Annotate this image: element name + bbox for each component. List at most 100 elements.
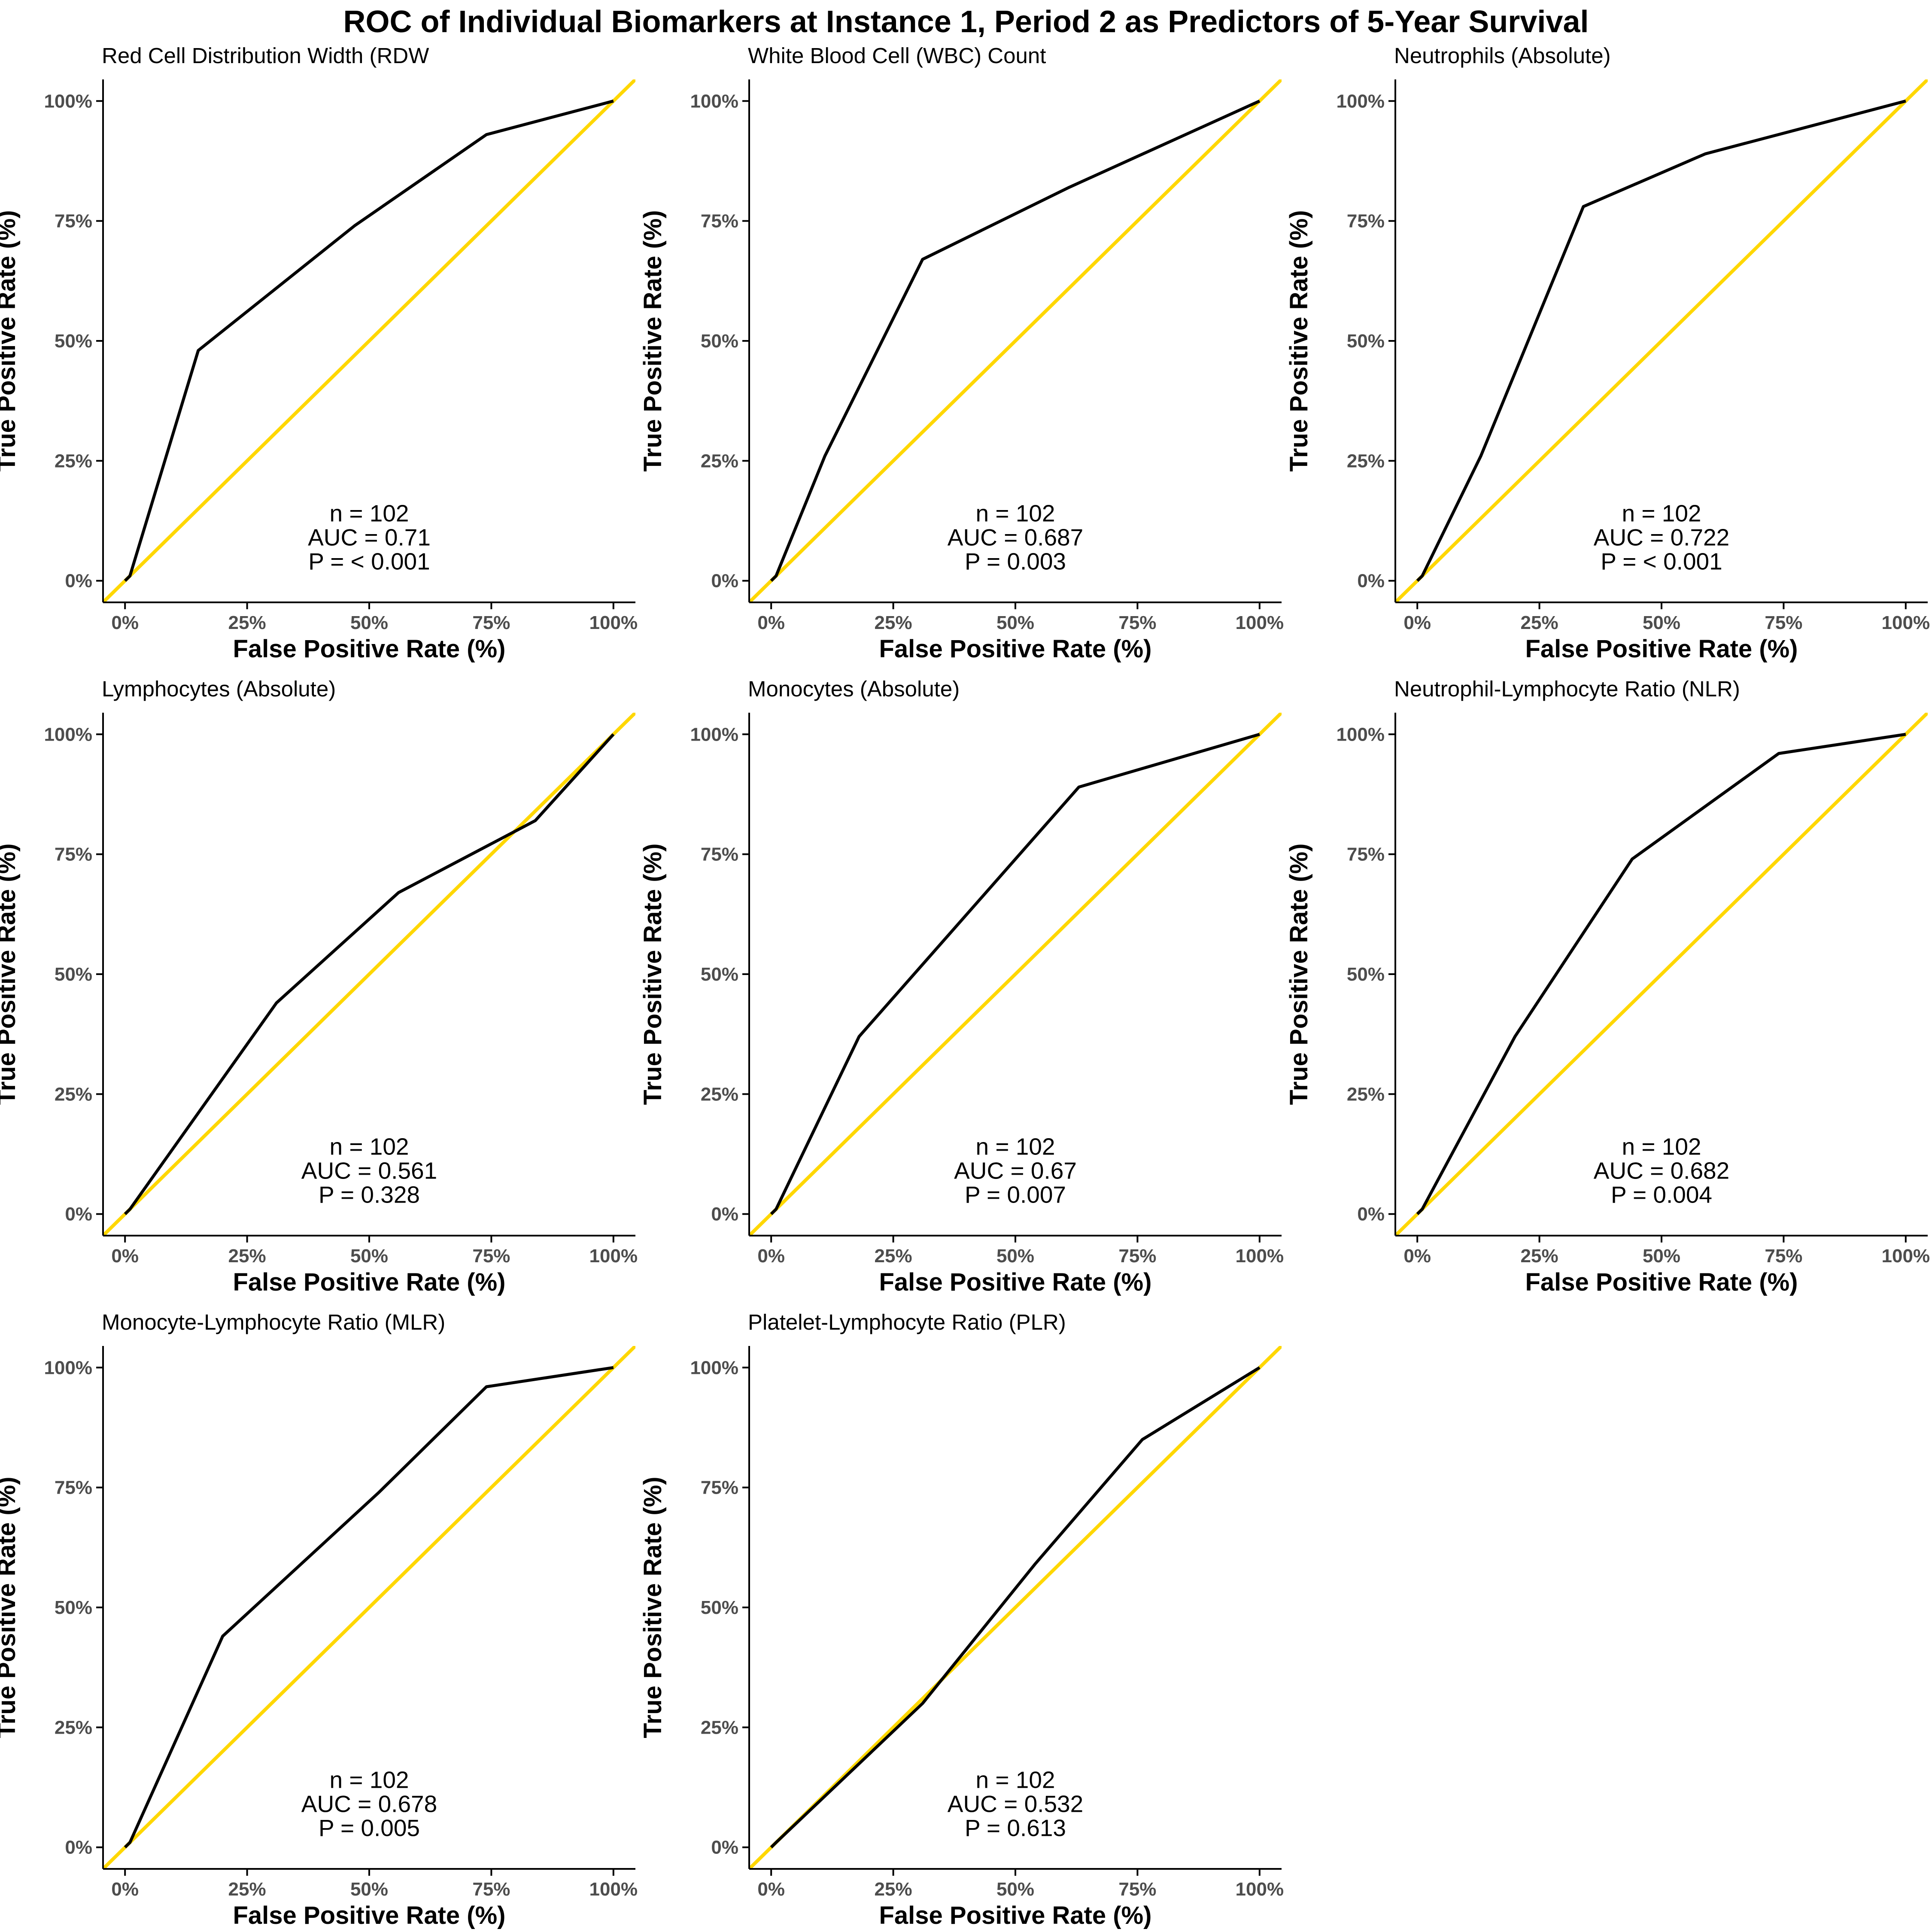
x-tick-label: 75% xyxy=(1765,1245,1802,1267)
roc-panel: Neutrophils (Absolute) 0% 0% 25% 25% 50% 50% 75… xyxy=(1285,43,1930,663)
x-axis-title: False Positive Rate (%) xyxy=(233,635,506,663)
x-tick-label: 75% xyxy=(472,1879,510,1900)
y-tick-label: 75% xyxy=(55,211,92,232)
roc-curve xyxy=(1416,732,1906,1215)
y-tick-label: 100% xyxy=(690,91,738,112)
y-tick-label: 25% xyxy=(55,1717,92,1738)
x-tick-label: 75% xyxy=(472,1245,510,1267)
x-tick-label: 50% xyxy=(996,1245,1034,1267)
y-tick-label: 0% xyxy=(65,571,92,592)
annotation-p: P = 0.005 xyxy=(319,1814,420,1841)
x-tick-label: 25% xyxy=(1521,1245,1558,1267)
annotation-n: n = 102 xyxy=(329,1133,409,1160)
annotation-auc: AUC = 0.722 xyxy=(1594,524,1729,550)
y-tick-label: 100% xyxy=(690,724,738,745)
y-tick-label: 0% xyxy=(711,1837,738,1858)
y-tick-label: 100% xyxy=(44,1357,92,1378)
x-tick-label: 25% xyxy=(228,1245,266,1267)
y-tick-label: 100% xyxy=(44,724,92,745)
y-tick-label: 0% xyxy=(65,1204,92,1225)
x-tick-label: 25% xyxy=(875,612,912,633)
annotation-auc: AUC = 0.687 xyxy=(948,524,1083,550)
panel-title: Monocytes (Absolute) xyxy=(748,677,960,701)
roc-curve xyxy=(124,99,614,582)
annotation-auc: AUC = 0.678 xyxy=(301,1790,437,1817)
annotation-n: n = 102 xyxy=(975,1133,1055,1160)
reference-line xyxy=(1395,713,1928,1236)
y-tick-label: 75% xyxy=(1347,844,1385,865)
y-tick-label: 0% xyxy=(711,1204,738,1225)
y-tick-label: 75% xyxy=(701,844,738,865)
y-tick-label: 50% xyxy=(55,964,92,985)
x-tick-label: 50% xyxy=(350,1879,388,1900)
roc-curve xyxy=(1416,99,1906,582)
reference-line xyxy=(1395,79,1928,602)
y-tick-label: 100% xyxy=(1336,91,1385,112)
y-axis-title: True Positive Rate (%) xyxy=(0,1476,21,1738)
x-axis-title: False Positive Rate (%) xyxy=(1525,1268,1798,1296)
x-tick-label: 100% xyxy=(1236,1245,1284,1267)
y-tick-label: 0% xyxy=(1357,1204,1385,1225)
x-tick-label: 100% xyxy=(1236,1879,1284,1900)
y-tick-label: 0% xyxy=(65,1837,92,1858)
y-axis-title: True Positive Rate (%) xyxy=(639,843,667,1105)
x-axis-title: False Positive Rate (%) xyxy=(233,1902,506,1929)
reference-line xyxy=(749,79,1282,602)
y-tick-label: 50% xyxy=(701,331,738,352)
y-tick-label: 75% xyxy=(55,1477,92,1498)
reference-line xyxy=(103,79,635,602)
reference-line xyxy=(103,1346,635,1869)
annotation-p: P = 0.003 xyxy=(965,548,1066,574)
annotation-n: n = 102 xyxy=(329,500,409,526)
y-tick-label: 25% xyxy=(701,450,738,471)
panel-title: White Blood Cell (WBC) Count xyxy=(748,43,1046,68)
x-axis-title: False Positive Rate (%) xyxy=(879,635,1152,663)
y-tick-label: 75% xyxy=(1347,211,1385,232)
y-tick-label: 25% xyxy=(55,1084,92,1105)
x-tick-label: 25% xyxy=(1521,612,1558,633)
roc-panel: Lymphocytes (Absolute) 0% 0% 25% 25% 50% 50% 75… xyxy=(0,677,638,1296)
x-tick-label: 50% xyxy=(1643,612,1680,633)
y-tick-label: 50% xyxy=(701,964,738,985)
x-tick-label: 50% xyxy=(996,1879,1034,1900)
x-tick-label: 100% xyxy=(1882,612,1930,633)
x-tick-label: 100% xyxy=(589,1879,638,1900)
roc-curve xyxy=(124,733,615,1215)
annotation-p: P = 0.007 xyxy=(965,1181,1066,1208)
y-tick-label: 100% xyxy=(1336,724,1385,745)
panel-title: Lymphocytes (Absolute) xyxy=(102,677,336,701)
y-tick-label: 0% xyxy=(711,571,738,592)
roc-panel: Monocyte-Lymphocyte Ratio (MLR) 0% 0% 25% 25… xyxy=(0,1310,638,1929)
annotation-p: P = < 0.001 xyxy=(308,548,430,574)
annotation-auc: AUC = 0.532 xyxy=(948,1790,1083,1817)
x-tick-label: 75% xyxy=(472,612,510,633)
x-tick-label: 50% xyxy=(350,1245,388,1267)
y-axis-title: True Positive Rate (%) xyxy=(0,210,21,471)
annotation-p: P = 0.328 xyxy=(319,1181,420,1208)
panels-grid: Red Cell Distribution Width (RDW 0% 0% 25% 2… xyxy=(0,43,1930,1929)
panel-title: Red Cell Distribution Width (RDW xyxy=(102,43,429,68)
x-tick-label: 50% xyxy=(996,612,1034,633)
x-tick-label: 100% xyxy=(589,1245,638,1267)
annotation-auc: AUC = 0.67 xyxy=(954,1157,1077,1184)
x-tick-label: 0% xyxy=(757,1245,785,1267)
x-tick-label: 75% xyxy=(1118,1245,1156,1267)
roc-curve xyxy=(770,732,1260,1215)
x-tick-label: 25% xyxy=(875,1245,912,1267)
y-tick-label: 25% xyxy=(1347,1084,1385,1105)
y-tick-label: 25% xyxy=(701,1717,738,1738)
y-axis-title: True Positive Rate (%) xyxy=(639,210,667,471)
y-tick-label: 25% xyxy=(701,1084,738,1105)
annotation-p: P = < 0.001 xyxy=(1601,548,1722,574)
y-tick-label: 50% xyxy=(55,331,92,352)
y-tick-label: 75% xyxy=(55,844,92,865)
y-tick-label: 75% xyxy=(701,1477,738,1498)
annotation-n: n = 102 xyxy=(329,1766,409,1793)
y-axis-title: True Positive Rate (%) xyxy=(0,843,21,1105)
x-tick-label: 25% xyxy=(228,1879,266,1900)
annotation-p: P = 0.004 xyxy=(1611,1181,1712,1208)
panel-title: Platelet-Lymphocyte Ratio (PLR) xyxy=(748,1310,1066,1334)
panel-title: Monocyte-Lymphocyte Ratio (MLR) xyxy=(102,1310,445,1334)
panel-title: Neutrophils (Absolute) xyxy=(1394,43,1611,68)
